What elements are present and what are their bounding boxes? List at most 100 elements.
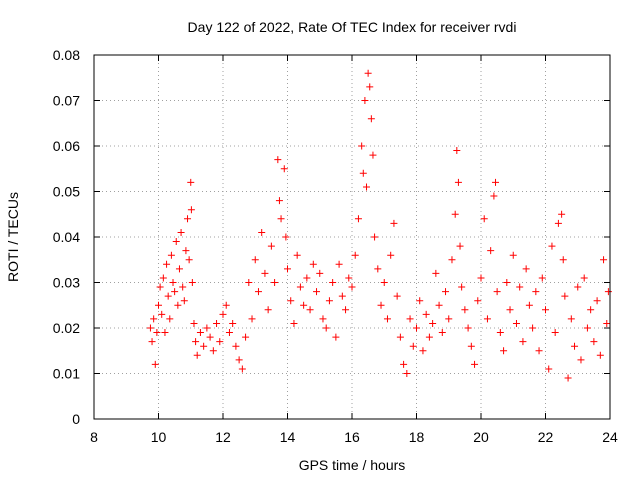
- data-point: [206, 333, 214, 341]
- data-point: [179, 283, 187, 291]
- data-point: [369, 151, 377, 159]
- data-point: [254, 288, 262, 296]
- data-point: [158, 310, 166, 318]
- y-tick-label: 0: [72, 411, 80, 427]
- data-point: [184, 215, 192, 223]
- data-point: [245, 279, 253, 286]
- data-point: [471, 360, 479, 368]
- data-point: [374, 265, 382, 273]
- data-point: [548, 242, 556, 250]
- data-point: [316, 269, 324, 277]
- x-tick-label: 12: [215, 429, 231, 445]
- data-point: [180, 297, 188, 305]
- data-points: [146, 69, 612, 382]
- x-tick-label: 20: [473, 429, 489, 445]
- data-point: [153, 329, 161, 337]
- data-point: [480, 215, 488, 223]
- data-point: [213, 319, 221, 327]
- data-point: [413, 324, 420, 332]
- data-point: [558, 210, 566, 218]
- data-point: [271, 279, 279, 286]
- data-point: [464, 324, 472, 332]
- data-point: [545, 365, 553, 373]
- y-tick-label: 0.08: [53, 47, 80, 63]
- data-point: [500, 347, 508, 355]
- data-point: [261, 269, 269, 277]
- data-point: [274, 156, 282, 164]
- data-point: [335, 260, 343, 268]
- data-point: [192, 338, 200, 346]
- data-point: [216, 338, 224, 346]
- data-point: [403, 370, 411, 377]
- data-point: [187, 178, 195, 186]
- data-point: [232, 342, 240, 350]
- data-point: [161, 329, 169, 337]
- data-point: [225, 329, 233, 337]
- data-point: [284, 265, 291, 273]
- data-point: [577, 356, 585, 364]
- data-point: [325, 297, 333, 305]
- data-point: [435, 301, 443, 309]
- data-point: [377, 301, 385, 309]
- data-point: [167, 251, 175, 259]
- x-tick-label: 24: [602, 429, 618, 445]
- data-point: [156, 283, 164, 291]
- data-point: [453, 147, 461, 155]
- data-point: [188, 279, 196, 286]
- data-point: [196, 329, 204, 337]
- data-point: [248, 315, 256, 323]
- data-point: [387, 251, 395, 259]
- data-point: [383, 315, 391, 323]
- data-point: [277, 215, 285, 223]
- data-point: [525, 301, 533, 309]
- data-point: [542, 306, 549, 314]
- data-point: [390, 219, 398, 227]
- data-point: [174, 301, 182, 309]
- data-point: [519, 338, 527, 346]
- data-point: [322, 324, 330, 332]
- x-tick-label: 14: [280, 429, 296, 445]
- data-point: [280, 165, 288, 173]
- data-point: [267, 242, 275, 250]
- data-point: [166, 315, 174, 323]
- grid: [94, 55, 610, 419]
- data-point: [177, 228, 185, 236]
- data-point: [474, 297, 482, 305]
- data-point: [571, 342, 579, 350]
- y-tick-label: 0.02: [53, 320, 80, 336]
- data-point: [306, 306, 314, 314]
- data-point: [203, 324, 211, 332]
- tick-labels: 8 10 12 14 16 18 20 22 24 0 0.01 0.02 0.03 0.04 0.05 0.…: [53, 47, 618, 445]
- y-tick-label: 0.05: [53, 184, 80, 200]
- data-point: [309, 260, 317, 268]
- data-point: [242, 333, 250, 341]
- data-point: [296, 283, 304, 291]
- data-point: [151, 360, 159, 368]
- data-point: [258, 228, 266, 236]
- data-point: [175, 265, 183, 273]
- data-point: [538, 274, 546, 282]
- data-point: [532, 288, 540, 296]
- data-point: [422, 310, 430, 318]
- chart-title: Day 122 of 2022, Rate Of TEC Index for r…: [188, 19, 517, 35]
- data-point: [467, 342, 475, 350]
- data-point: [190, 319, 198, 327]
- data-point: [332, 333, 340, 341]
- data-point: [264, 306, 272, 314]
- data-point: [483, 315, 491, 323]
- data-point: [506, 306, 514, 314]
- data-point: [409, 342, 417, 350]
- data-point: [169, 279, 177, 286]
- x-axis-label: GPS time / hours: [299, 457, 406, 473]
- data-point: [529, 324, 537, 332]
- data-point: [380, 279, 388, 286]
- data-point: [238, 365, 246, 373]
- data-point: [155, 301, 162, 309]
- data-point: [282, 233, 290, 241]
- data-point: [371, 233, 379, 241]
- data-point: [200, 342, 208, 350]
- data-point: [329, 279, 337, 286]
- y-tick-label: 0.07: [53, 93, 80, 109]
- data-point: [487, 247, 495, 255]
